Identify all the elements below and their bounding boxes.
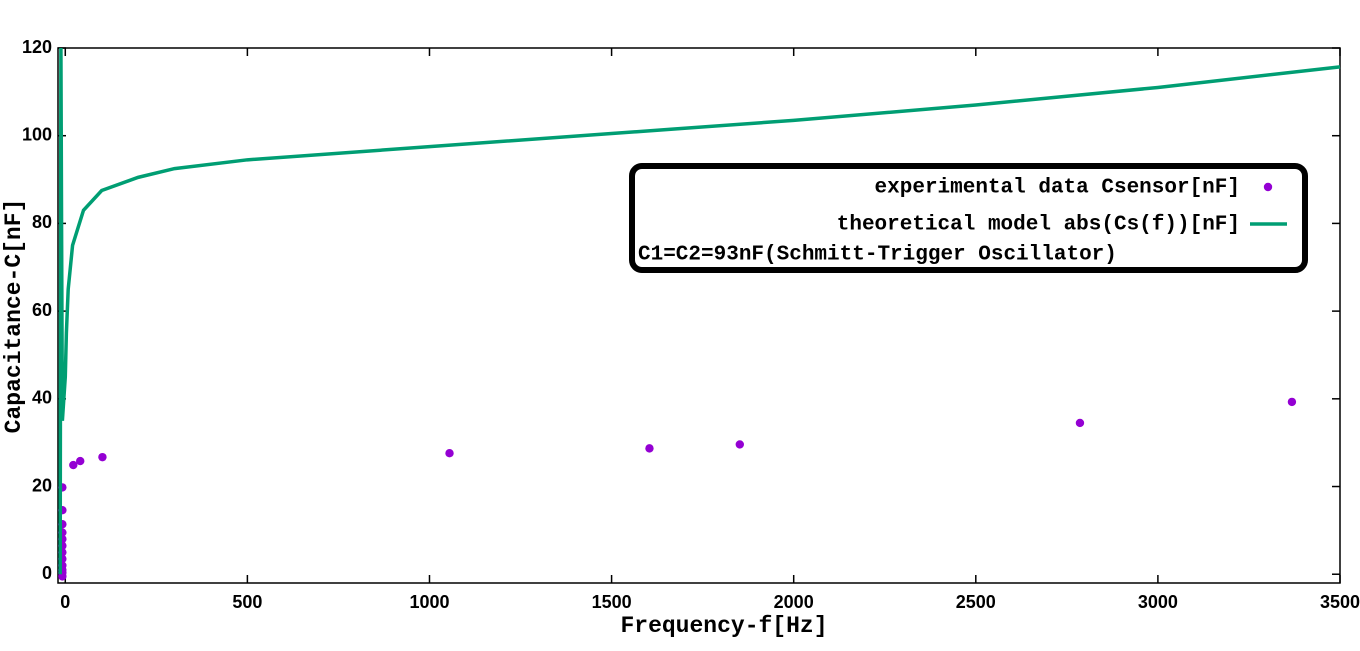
model-line [58,47,1341,575]
data-point [58,572,67,581]
y-tick-label: 120 [22,37,52,57]
x-axis-label: Frequency-f[Hz] [620,613,827,639]
data-point [645,444,654,453]
data-point [1287,397,1297,407]
x-tick-label: 2000 [774,592,814,612]
x-tick-label: 3500 [1320,592,1360,612]
x-tick-label: 3000 [1138,592,1178,612]
x-tick-label: 2500 [956,592,996,612]
x-tick-label: 1500 [592,592,632,612]
y-tick-label: 80 [32,212,52,232]
y-tick-label: 40 [32,388,52,408]
y-axis-label: Capacitance-C[nF] [1,199,27,434]
y-tick-label: 20 [32,475,52,495]
legend-label: experimental data Csensor[nF] [875,177,1240,200]
y-tick-label: 0 [42,563,52,583]
plot-frame [57,47,1341,584]
legend-box [629,163,1308,273]
legend-title: C1=C2=93nF(Schmitt-Trigger Oscillator) [638,244,1117,267]
x-tick-label: 0 [60,592,70,612]
data-point [98,452,107,462]
data-point [69,460,78,470]
y-tick-label: 60 [32,300,52,320]
x-tick-label: 1000 [409,592,449,612]
data-point [735,440,744,449]
legend-label: theoretical model abs(Cs(f))[nF] [837,214,1240,237]
data-point [1075,418,1085,428]
data-point [445,448,454,458]
data-point [76,456,85,466]
y-tick-label: 100 [22,124,52,144]
legend-swatch [1263,182,1273,192]
x-tick-label: 500 [232,592,262,612]
